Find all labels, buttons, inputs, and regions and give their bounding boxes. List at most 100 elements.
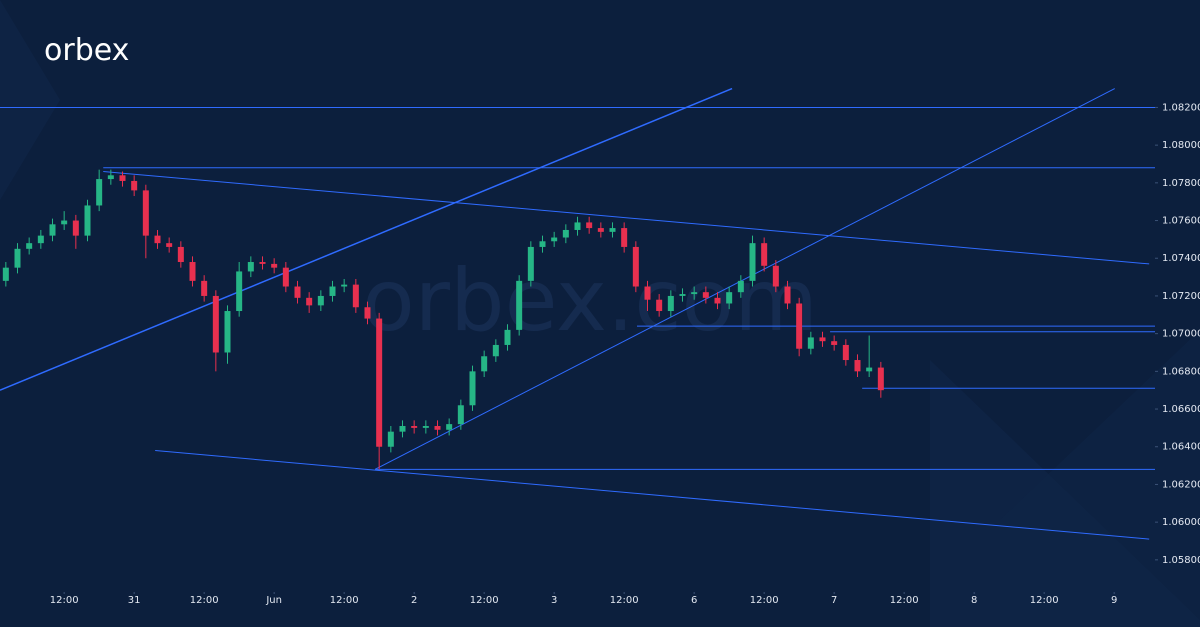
candle-body [562, 229, 569, 238]
candle-body [166, 243, 173, 247]
y-tick-label: 1.06800 [1162, 366, 1200, 377]
candle-body [26, 243, 33, 249]
candle-body [37, 235, 44, 244]
y-tick-label: 1.07000 [1162, 329, 1200, 340]
y-tick-label: 1.08000 [1162, 140, 1200, 151]
candle-body [784, 286, 791, 304]
candle-body [632, 246, 639, 287]
candle-body [61, 220, 68, 225]
candle-body [376, 318, 383, 447]
trend-line [374, 88, 1115, 470]
y-tick-label: 1.06600 [1162, 404, 1200, 415]
candle-body [586, 222, 593, 229]
candle-body [387, 431, 394, 447]
candle-body [737, 280, 744, 293]
candle-body [282, 267, 289, 287]
candle-body [481, 356, 488, 372]
candle-body [842, 344, 849, 361]
candle-body [527, 246, 534, 281]
candle-body [259, 262, 266, 264]
candle-body [691, 292, 698, 295]
x-tick-label: 6 [691, 595, 697, 606]
candle-body [667, 295, 674, 312]
candle-body [831, 341, 838, 345]
candle-body [317, 295, 324, 306]
candle-body [726, 292, 733, 304]
candle-body [96, 179, 103, 206]
candle-body [212, 295, 219, 353]
brand-logo: orbex [44, 33, 129, 68]
x-tick-label: 12:00 [190, 595, 219, 606]
x-tick-label: 7 [831, 595, 837, 606]
candle-body [702, 292, 709, 298]
candle-body [446, 424, 453, 430]
x-tick-label: 12:00 [610, 595, 639, 606]
candle-body [131, 180, 138, 191]
candle-body [107, 175, 114, 180]
candle-body [399, 426, 406, 432]
candle-body [154, 235, 161, 244]
candle-body [714, 297, 721, 304]
candle-body [434, 426, 441, 430]
candle-body [597, 228, 604, 232]
x-tick-label: 12:00 [890, 595, 919, 606]
x-tick-label: 31 [128, 595, 141, 606]
decor-shape [1000, 330, 1200, 627]
y-tick-label: 1.05800 [1162, 555, 1200, 566]
candle-body [807, 337, 814, 349]
candle-body [656, 299, 663, 312]
plot: 1.08200 1.08000 1.07800 1.07600 1.07400 1.072… [0, 87, 1200, 606]
y-tick-label: 1.07400 [1162, 253, 1200, 264]
y-tick-label: 1.07800 [1162, 178, 1200, 189]
x-tick-label: 2 [411, 595, 417, 606]
y-tick-label: 1.06000 [1162, 517, 1200, 528]
candle-body [352, 284, 359, 308]
candle-body [504, 329, 511, 345]
candle-body [749, 243, 756, 281]
candle-body [247, 262, 254, 272]
x-tick-label: 9 [1111, 595, 1117, 606]
candle-body [422, 426, 429, 428]
x-tick-label: 12:00 [1030, 595, 1059, 606]
candle-body [341, 284, 348, 287]
x-tick-label: 12:00 [50, 595, 79, 606]
trend-line [155, 450, 1150, 540]
candle-body [236, 271, 243, 312]
candle-body [189, 262, 196, 281]
candle-body [224, 311, 231, 353]
candle-body [411, 426, 418, 428]
candle-body [551, 237, 558, 242]
candle-body [177, 246, 184, 263]
candle-body [469, 371, 476, 406]
y-tick-label: 1.07200 [1162, 291, 1200, 302]
candle-body [772, 265, 779, 287]
y-tick-label: 1.06200 [1162, 479, 1200, 490]
candle-body [271, 263, 278, 268]
trend-line [0, 87, 733, 391]
candle-body [142, 190, 149, 236]
watermark: orbex.com [362, 251, 818, 351]
candle-body [516, 280, 523, 330]
y-tick-label: 1.08200 [1162, 102, 1200, 113]
candle-body [539, 241, 546, 247]
trend-line [103, 171, 1150, 265]
candle-body [621, 228, 628, 247]
candle-body [329, 286, 336, 296]
x-tick-label: 12:00 [330, 595, 359, 606]
candle-body [644, 286, 651, 300]
candle-body [574, 222, 581, 230]
x-tick-label: 12:00 [470, 595, 499, 606]
candle-body [72, 220, 79, 236]
candle-body [819, 337, 826, 342]
y-tick-label: 1.07600 [1162, 216, 1200, 227]
candle-body [49, 224, 56, 236]
candle-body [201, 280, 208, 296]
candle-body [119, 175, 126, 181]
y-tick-label: 1.06400 [1162, 442, 1200, 453]
candle-body [492, 344, 499, 357]
x-tick-label: Jun [265, 595, 282, 606]
candle-body [854, 360, 861, 372]
decor-chevron [0, 0, 60, 200]
